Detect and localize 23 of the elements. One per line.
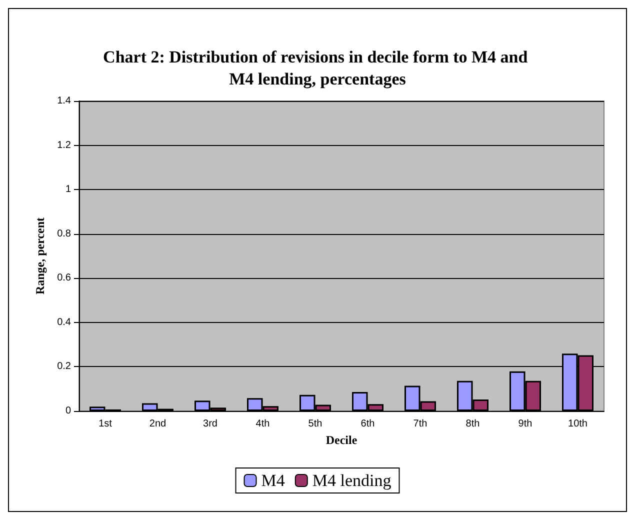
y-tick-label: 0.2 bbox=[57, 361, 72, 372]
y-tick-label: 1 bbox=[65, 184, 72, 196]
y-tick-label: 1.4 bbox=[57, 96, 72, 106]
y-tick-label: 1.2 bbox=[57, 140, 72, 151]
legend-label: M4 bbox=[261, 471, 286, 490]
x-tick-label: 6th bbox=[360, 418, 375, 430]
y-tick-label: 0.4 bbox=[57, 316, 72, 328]
y-tick-label: 0 bbox=[65, 406, 72, 416]
x-tick-label: 2nd bbox=[149, 418, 166, 430]
legend-label: M4 lending bbox=[312, 471, 392, 490]
y-tick-label: 0.6 bbox=[57, 272, 72, 284]
chart-title: Chart 2: Distribution of revisions in decile form to M4 and M4 lending, percentages bbox=[103, 48, 532, 88]
x-tick-label: 8th bbox=[466, 418, 480, 430]
x-tick-label: 1st bbox=[98, 418, 112, 430]
y-tick-label: 0.8 bbox=[57, 228, 72, 240]
x-axis-title: Decile bbox=[326, 432, 358, 447]
x-tick-label: 10th bbox=[568, 418, 588, 430]
y-axis-title: Range, percent bbox=[33, 217, 48, 295]
x-tick-label: 4th bbox=[256, 418, 270, 430]
x-tick-label: 3rd bbox=[203, 418, 218, 430]
x-tick-label: 9th bbox=[518, 418, 532, 430]
x-tick-label: 7th bbox=[413, 418, 428, 430]
x-tick-label: 5th bbox=[308, 418, 322, 430]
